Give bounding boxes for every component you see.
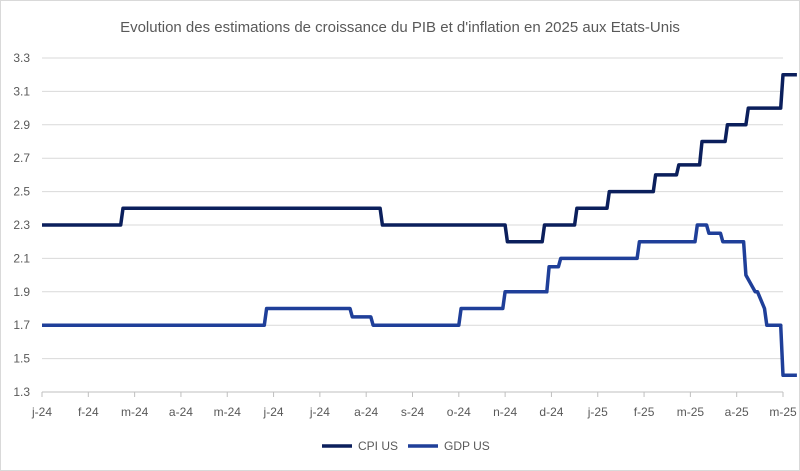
legend-label: CPI US [358,439,398,453]
series-lines [42,72,797,378]
x-tick-label: j-24 [309,405,330,419]
x-tick-label: m-24 [121,405,149,419]
y-tick-label: 3.1 [13,84,30,98]
y-tick-label: 2.3 [13,218,30,232]
y-axis-ticks: 1.3 1.5 1.7 1.9 2.1 2.3 2.5 2.7 2.9 3.1 3.3 [13,51,30,399]
x-tick-label: j-24 [263,405,284,419]
x-tick-label: a-24 [169,405,193,419]
x-axis: j-24 f-24 m-24 a-24 m-24 j-24 j-24 a-24 s-24 o-24… [31,391,797,419]
series-line-gdp-us [42,223,797,378]
x-tick-label: f-24 [78,405,99,419]
y-tick-label: 1.3 [13,385,30,399]
y-tick-label: 1.9 [13,285,30,299]
x-tick-label: m-25 [677,405,705,419]
y-tick-label: 2.5 [13,185,30,199]
x-tick-label: d-24 [539,405,563,419]
x-tick-label: m-24 [214,405,242,419]
x-tick-label: o-24 [447,405,471,419]
y-tick-label: 3.3 [13,51,30,65]
x-tick-label: s-24 [401,405,425,419]
x-tick-label: a-24 [354,405,378,419]
x-tick-label: m-25 [769,405,797,419]
x-tick-label: n-24 [493,405,517,419]
x-tick-label: j-24 [31,405,52,419]
series-line-cpi-us [42,72,797,244]
y-tick-label: 1.5 [13,352,30,366]
y-tick-label: 2.9 [13,118,30,132]
x-tick-label: f-25 [634,405,655,419]
legend: CPI US GDP US [322,439,490,453]
y-tick-label: 1.7 [13,318,30,332]
chart-title: Evolution des estimations de croissance … [120,19,680,36]
legend-label: GDP US [444,439,490,453]
x-tick-label: a-25 [725,405,749,419]
x-tick-label: j-25 [587,405,608,419]
y-tick-label: 2.7 [13,151,30,165]
y-tick-label: 2.1 [13,251,30,265]
